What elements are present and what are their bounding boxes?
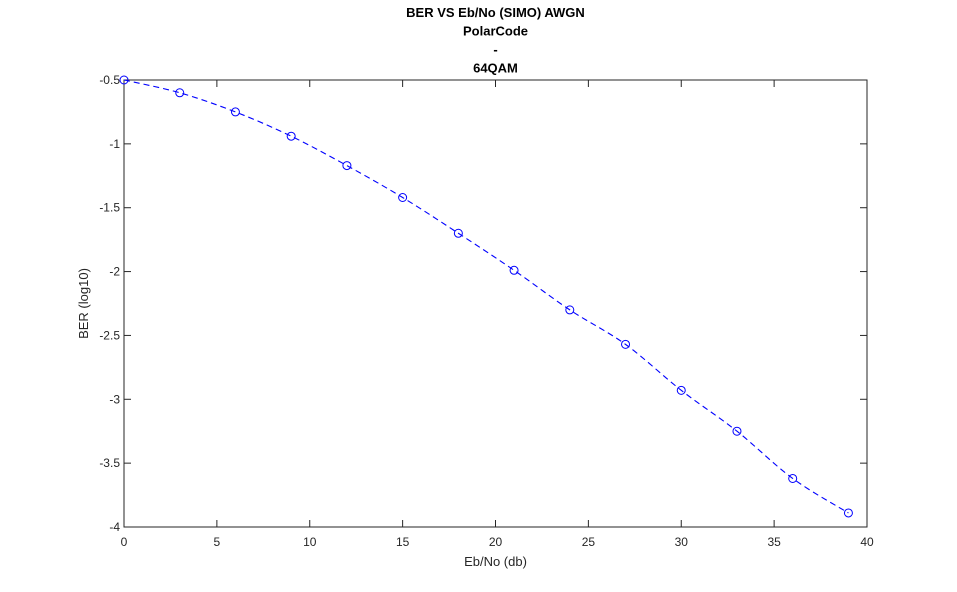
x-tick-label: 20	[489, 535, 503, 549]
x-axis-label: Eb/No (db)	[464, 554, 527, 569]
y-tick-labels: -4 -3.5 -3 -2.5 -2 -1.5 -1 -0.5	[99, 73, 120, 534]
data-point	[621, 339, 631, 349]
x-tick-label: 40	[860, 535, 874, 549]
data-point	[119, 75, 129, 85]
x-tick-label: 10	[303, 535, 317, 549]
series-line	[123, 79, 849, 514]
y-tick-label: -4	[109, 520, 120, 534]
chart-title-line: BER VS Eb/No (SIMO) AWGN	[406, 5, 585, 20]
data-point	[175, 88, 185, 98]
y-tick-label: -3.5	[99, 456, 120, 470]
y-tick-label: -0.5	[99, 73, 120, 87]
x-tick-label: 15	[396, 535, 410, 549]
chart-title-line: PolarCode	[463, 24, 528, 39]
series-group	[119, 75, 853, 518]
x-tick-label: 30	[675, 535, 689, 549]
y-tick-label: -1	[109, 137, 120, 151]
y-axis-label: BER (log10)	[76, 268, 91, 339]
chart-title-line: 64QAM	[473, 61, 518, 76]
chart-title-line: -	[493, 42, 497, 57]
x-tick-label: 5	[214, 535, 221, 549]
data-point	[843, 508, 853, 518]
data-point	[286, 131, 296, 141]
y-tick-label: -2	[109, 265, 120, 279]
x-tick-labels: 0 5 10 15 20 25 30 35 40	[121, 535, 874, 549]
data-point	[732, 426, 742, 436]
data-point	[398, 192, 408, 202]
data-point	[676, 385, 686, 395]
x-tick-label: 25	[582, 535, 596, 549]
x-tick-label: 35	[767, 535, 781, 549]
data-point	[509, 265, 519, 275]
plot-area	[123, 79, 868, 528]
data-point	[565, 305, 575, 315]
data-point	[788, 473, 798, 483]
y-tick-label: -2.5	[99, 328, 120, 342]
y-tick-label: -1.5	[99, 201, 120, 215]
data-point	[342, 161, 352, 171]
axis-ticks	[123, 79, 868, 528]
y-tick-label: -3	[109, 392, 120, 406]
data-point	[453, 228, 463, 238]
chart-title: BER VS Eb/No (SIMO) AWGN PolarCode - 64QAM	[406, 5, 585, 76]
x-tick-label: 0	[121, 535, 128, 549]
data-point	[230, 107, 240, 117]
